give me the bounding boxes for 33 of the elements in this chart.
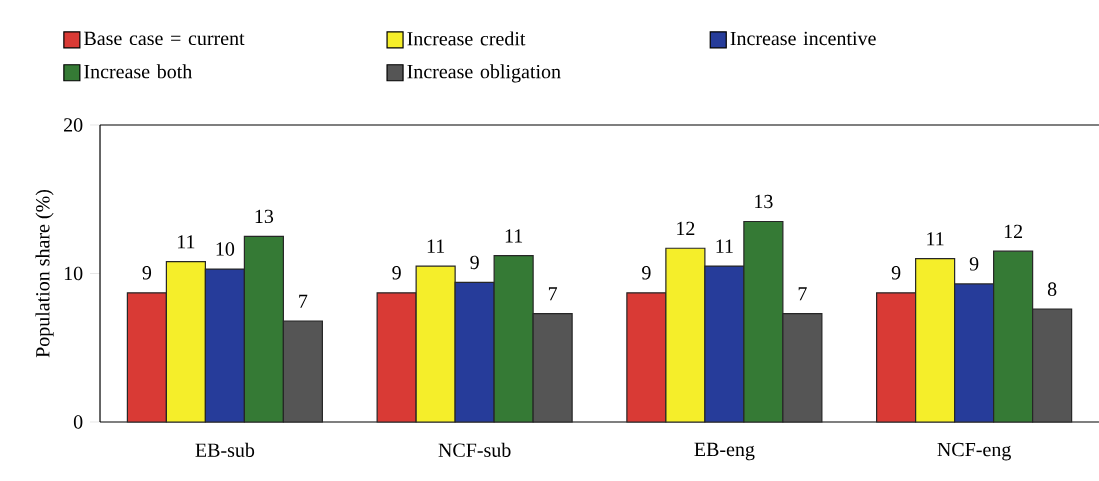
y-tick-label: 10 [64, 266, 83, 281]
legend-label: Increase credit [407, 31, 526, 46]
data-label: 9 [891, 266, 901, 280]
data-label: 9 [142, 266, 152, 280]
legend-label: Base case = current [84, 31, 245, 46]
data-label: 11 [427, 239, 445, 253]
data-label: 12 [677, 221, 695, 235]
data-label: 7 [548, 287, 558, 301]
data-label: 9 [470, 255, 479, 270]
data-label: 11 [716, 239, 733, 253]
legend-label: Increase both [84, 64, 193, 79]
data-label: 11 [927, 232, 944, 246]
y-tick-label: 20 [64, 118, 83, 132]
data-label: 12 [1004, 224, 1023, 238]
data-label: 10 [216, 242, 235, 256]
data-label: 7 [798, 287, 807, 301]
data-label: 11 [178, 235, 195, 249]
data-label: 7 [299, 294, 308, 308]
y-axis-title: Population share (%) [35, 189, 54, 358]
data-label: 8 [1047, 282, 1057, 296]
data-label: 11 [505, 229, 523, 243]
data-label: 9 [642, 266, 651, 280]
data-label: 13 [255, 209, 274, 224]
data-label: 13 [755, 194, 773, 209]
legend-label: Increase obligation [407, 64, 561, 83]
x-tick-label: NCF-sub [438, 442, 511, 457]
x-tick-label: EB-sub [195, 442, 255, 457]
data-label: 9 [392, 266, 401, 280]
legend-label: Increase incentive [730, 31, 876, 46]
x-tick-label: NCF-eng [937, 442, 1011, 461]
data-label: 9 [969, 257, 979, 271]
y-tick-label: 0 [73, 415, 83, 429]
x-tick-label: EB-eng [694, 442, 755, 461]
